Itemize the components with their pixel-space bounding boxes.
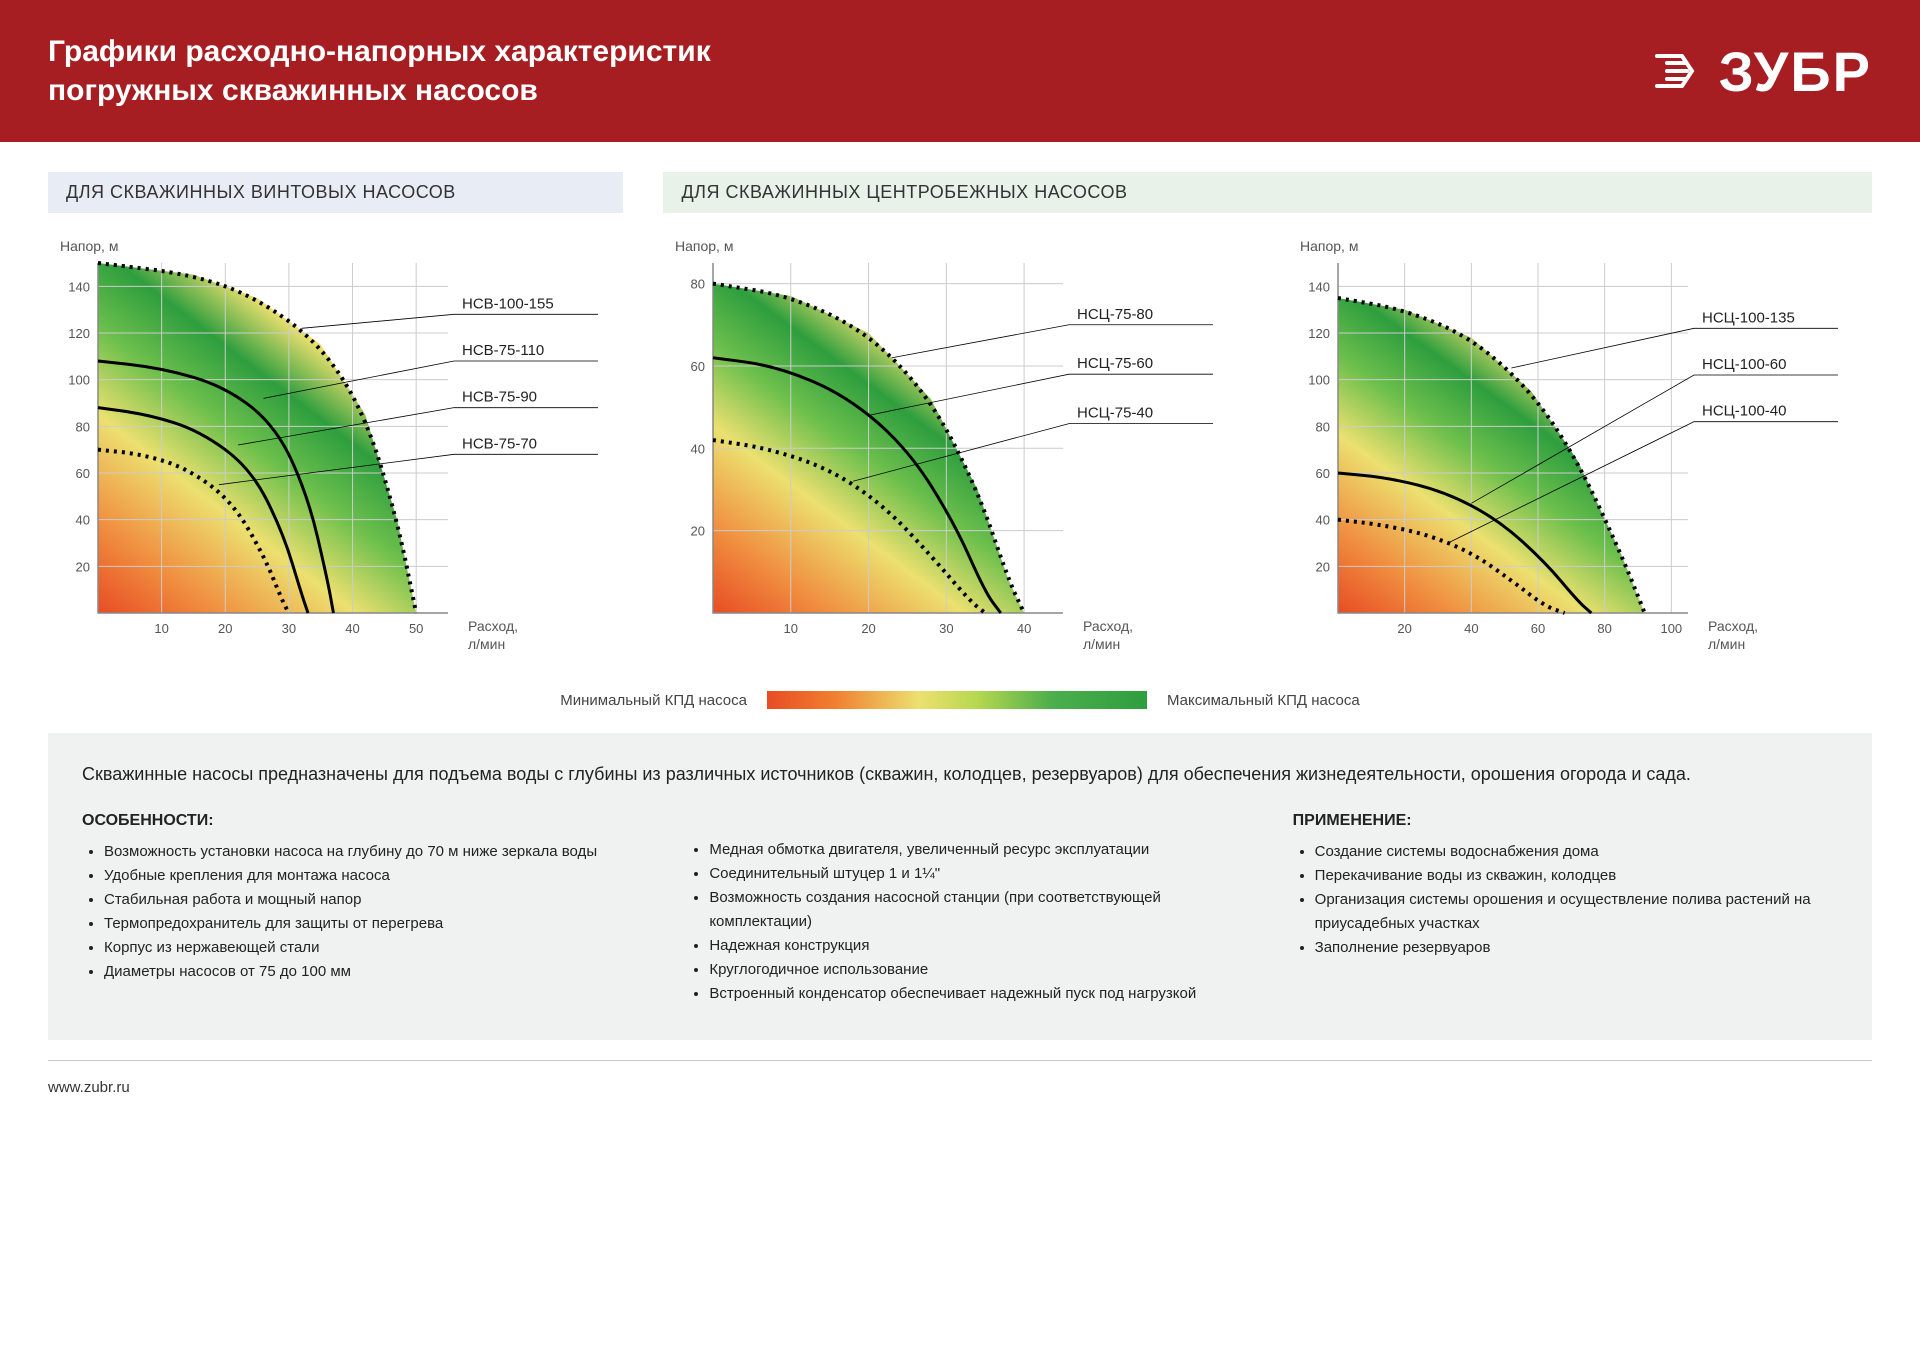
svg-text:НСЦ-75-40: НСЦ-75-40: [1077, 405, 1153, 422]
page-header: Графики расходно-напорных характеристик …: [0, 0, 1920, 142]
svg-text:Напор, м: Напор, м: [675, 238, 733, 254]
svg-text:40: 40: [76, 513, 90, 528]
brand-logo: ЗУБР: [1647, 39, 1872, 104]
svg-text:40: 40: [1464, 621, 1478, 636]
svg-text:Расход,: Расход,: [1708, 618, 1758, 634]
chart-screw: 10 20 30 40 50 20 40 60 80 100 120 140 НСВ-100-155 НС…: [48, 233, 623, 673]
list-item: Возможность установки насоса на глубину …: [104, 840, 627, 864]
list-item: Корпус из нержавеющей стали: [104, 936, 627, 960]
brand-name: ЗУБР: [1719, 39, 1872, 104]
svg-text:80: 80: [1315, 419, 1329, 434]
centrifugal-pumps-column: ДЛЯ СКВАЖИННЫХ ЦЕНТРОБЕЖНЫХ НАСОСОВ 10 20…: [663, 172, 1872, 673]
svg-text:60: 60: [691, 359, 705, 374]
list-item: Круглогодичное использование: [709, 958, 1232, 982]
svg-text:100: 100: [68, 373, 90, 388]
svg-text:Напор, м: Напор, м: [60, 238, 118, 254]
svg-text:80: 80: [1597, 621, 1611, 636]
svg-text:Напор, м: Напор, м: [1300, 238, 1358, 254]
list-item: Диаметры насосов от 75 до 100 мм: [104, 960, 627, 984]
usage-col: ПРИМЕНЕНИЕ: Создание системы водоснабжен…: [1293, 812, 1838, 1006]
features-col-a: ОСОБЕННОСТИ: Возможность установки насос…: [82, 812, 627, 1006]
chart-cent75: 10 20 30 40 20 40 60 80 НСЦ-75-80 НСЦ-75-60 НСЦ-75…: [663, 233, 1247, 673]
svg-text:НСЦ-100-135: НСЦ-100-135: [1702, 309, 1795, 326]
legend-max-label: Максимальный КПД насоса: [1167, 692, 1360, 709]
list-item: Перекачивание воды из скважин, колодцев: [1315, 864, 1838, 888]
svg-text:100: 100: [1660, 621, 1682, 636]
svg-text:30: 30: [940, 621, 954, 636]
centrifugal-header: ДЛЯ СКВАЖИННЫХ ЦЕНТРОБЕЖНЫХ НАСОСОВ: [663, 172, 1872, 213]
list-item: Заполнение резервуаров: [1315, 936, 1838, 960]
list-item: Надежная конструкция: [709, 934, 1232, 958]
svg-text:20: 20: [862, 621, 876, 636]
charts-row: ДЛЯ СКВАЖИННЫХ ВИНТОВЫХ НАСОСОВ 10 20 30 40…: [0, 142, 1920, 673]
legend-gradient-bar: [767, 691, 1147, 709]
svg-text:120: 120: [68, 326, 90, 341]
svg-text:Расход,: Расход,: [468, 618, 518, 634]
svg-text:НСЦ-100-60: НСЦ-100-60: [1702, 356, 1786, 373]
list-item: Удобные крепления для монтажа насоса: [104, 864, 627, 888]
svg-text:Расход,: Расход,: [1083, 618, 1133, 634]
svg-text:120: 120: [1308, 326, 1330, 341]
screw-pumps-column: ДЛЯ СКВАЖИННЫХ ВИНТОВЫХ НАСОСОВ 10 20 30 40…: [48, 172, 623, 673]
svg-text:10: 10: [784, 621, 798, 636]
logo-arrow-icon: [1647, 41, 1707, 101]
svg-text:80: 80: [76, 419, 90, 434]
svg-text:20: 20: [1397, 621, 1411, 636]
svg-text:50: 50: [409, 621, 423, 636]
svg-text:20: 20: [1315, 559, 1329, 574]
svg-text:60: 60: [1531, 621, 1545, 636]
svg-text:10: 10: [154, 621, 168, 636]
svg-text:НСВ-75-70: НСВ-75-70: [462, 435, 537, 452]
svg-text:40: 40: [345, 621, 359, 636]
usage-title: ПРИМЕНЕНИЕ:: [1293, 812, 1838, 830]
svg-text:НСВ-100-155: НСВ-100-155: [462, 295, 554, 312]
list-item: Создание системы водоснабжения дома: [1315, 840, 1838, 864]
svg-text:100: 100: [1308, 373, 1330, 388]
svg-text:20: 20: [218, 621, 232, 636]
info-panel: Скважинные насосы предназначены для подъ…: [48, 733, 1872, 1040]
svg-text:НСВ-75-90: НСВ-75-90: [462, 389, 537, 406]
svg-text:140: 140: [68, 279, 90, 294]
info-intro: Скважинные насосы предназначены для подъ…: [82, 761, 1838, 788]
svg-text:30: 30: [282, 621, 296, 636]
svg-text:60: 60: [76, 466, 90, 481]
features-col-b: Медная обмотка двигателя, увеличенный ре…: [687, 812, 1232, 1006]
footer-url: www.zubr.ru: [48, 1060, 1872, 1114]
svg-text:40: 40: [1017, 621, 1031, 636]
list-item: Термопредохранитель для защиты от перегр…: [104, 912, 627, 936]
page-title: Графики расходно-напорных характеристик …: [48, 32, 848, 110]
features-title: ОСОБЕННОСТИ:: [82, 812, 627, 830]
svg-text:НСЦ-100-40: НСЦ-100-40: [1702, 403, 1786, 420]
svg-text:140: 140: [1308, 279, 1330, 294]
svg-text:80: 80: [691, 277, 705, 292]
svg-text:60: 60: [1315, 466, 1329, 481]
chart-cent100: 20 40 60 80 100 20 40 60 80 100 120 140 НСЦ-100-135 Н…: [1288, 233, 1872, 673]
legend-min-label: Минимальный КПД насоса: [560, 692, 747, 709]
list-item: Встроенный конденсатор обеспечивает наде…: [709, 982, 1232, 1006]
list-item: Стабильная работа и мощный напор: [104, 888, 627, 912]
efficiency-legend: Минимальный КПД насоса Максимальный КПД …: [0, 673, 1920, 733]
svg-text:л/мин: л/мин: [468, 636, 505, 652]
svg-text:40: 40: [1315, 513, 1329, 528]
screw-header: ДЛЯ СКВАЖИННЫХ ВИНТОВЫХ НАСОСОВ: [48, 172, 623, 213]
list-item: Возможность создания насосной станции (п…: [709, 886, 1232, 934]
svg-text:л/мин: л/мин: [1083, 636, 1120, 652]
list-item: Медная обмотка двигателя, увеличенный ре…: [709, 838, 1232, 862]
list-item: Организация системы орошения и осуществл…: [1315, 888, 1838, 936]
svg-text:НСЦ-75-80: НСЦ-75-80: [1077, 306, 1153, 323]
svg-text:20: 20: [76, 559, 90, 574]
list-item: Соединительный штуцер 1 и 1¼": [709, 862, 1232, 886]
svg-text:НСЦ-75-60: НСЦ-75-60: [1077, 355, 1153, 372]
svg-text:40: 40: [691, 441, 705, 456]
svg-text:НСВ-75-110: НСВ-75-110: [462, 342, 544, 359]
svg-text:20: 20: [691, 524, 705, 539]
svg-text:л/мин: л/мин: [1708, 636, 1745, 652]
